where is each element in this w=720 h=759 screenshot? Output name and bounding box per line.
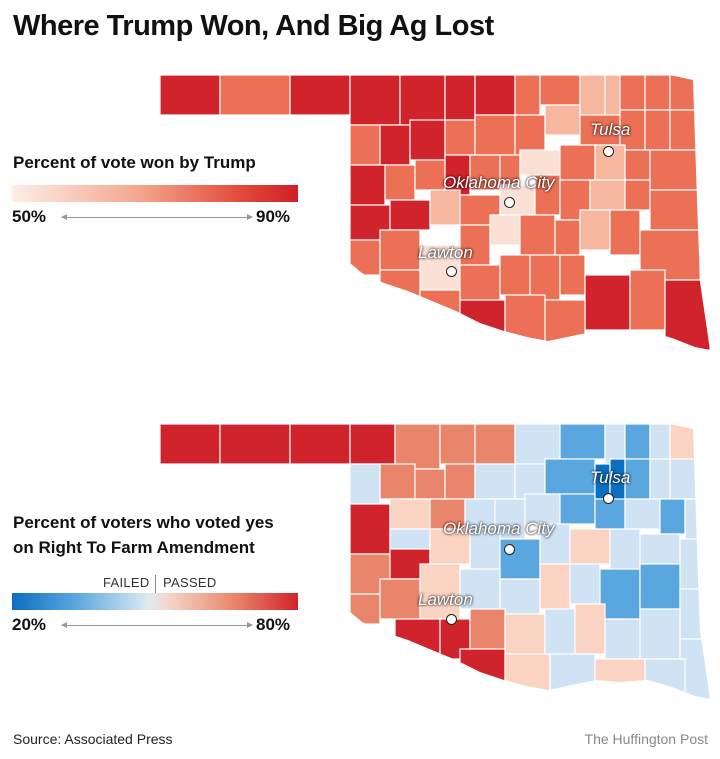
pass-fail-divider bbox=[155, 575, 156, 609]
farm-scale-min: 20% bbox=[12, 615, 47, 634]
city-dot-lawton-2 bbox=[446, 614, 457, 625]
trump-scale-max: 90% bbox=[256, 207, 291, 226]
city-label-okc-1: Oklahoma City bbox=[443, 173, 555, 192]
city-label-okc-2: Oklahoma City bbox=[443, 519, 555, 538]
city-label-lawton-1: Lawton bbox=[418, 243, 473, 262]
trump-vote-map bbox=[160, 75, 710, 350]
publisher-credit: The Huffington Post bbox=[584, 731, 708, 747]
farm-legend-title-line2: on Right To Farm Amendment bbox=[13, 538, 255, 557]
city-dot-tulsa-1 bbox=[603, 146, 614, 157]
passed-label: PASSED bbox=[163, 575, 217, 590]
city-dot-tulsa-2 bbox=[603, 493, 614, 504]
city-label-lawton-2: Lawton bbox=[418, 590, 473, 609]
trump-legend-title: Percent of vote won by Trump bbox=[13, 153, 256, 172]
farm-legend-title-line1: Percent of voters who voted yes bbox=[13, 513, 274, 532]
chart-title: Where Trump Won, And Big Ag Lost bbox=[13, 10, 494, 42]
source-note: Source: Associated Press bbox=[13, 731, 173, 747]
farm-scale-arrow bbox=[61, 622, 253, 628]
failed-label: FAILED bbox=[103, 575, 150, 590]
city-dot-okc-2 bbox=[504, 544, 515, 555]
farm-scale-max: 80% bbox=[256, 615, 291, 634]
city-dot-lawton-1 bbox=[446, 266, 457, 277]
farm-color-scale bbox=[12, 593, 298, 610]
trump-scale-arrow bbox=[61, 214, 253, 220]
city-dot-okc-1 bbox=[504, 197, 515, 208]
city-label-tulsa-2: Tulsa bbox=[590, 468, 631, 487]
trump-color-scale bbox=[12, 185, 298, 202]
trump-scale-min: 50% bbox=[12, 207, 47, 226]
city-label-tulsa-1: Tulsa bbox=[590, 120, 631, 139]
